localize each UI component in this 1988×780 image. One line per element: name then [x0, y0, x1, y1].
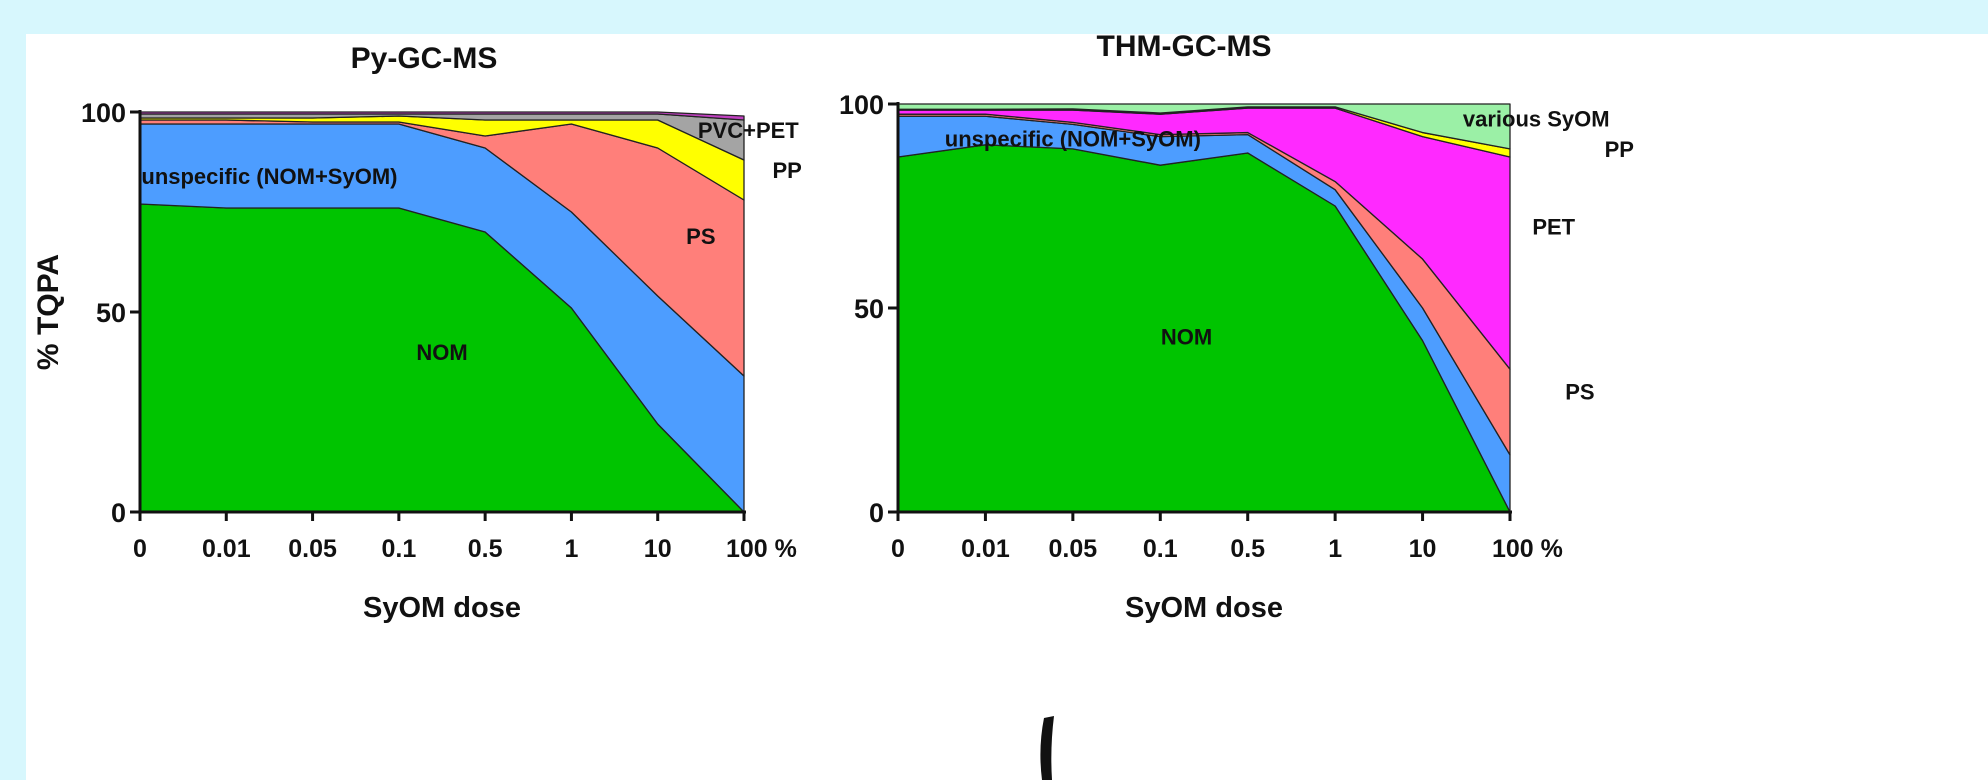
x-axis-label: SyOM dose [1125, 592, 1283, 624]
x-tick-label: 100 % [726, 535, 797, 563]
x-axis-label: SyOM dose [363, 592, 521, 624]
area-label-unspecific-nom-syom: unspecific (NOM+SyOM) [141, 164, 397, 189]
x-tick-label: 0.01 [961, 535, 1010, 563]
x-tick-label: 0.01 [202, 535, 251, 563]
area-label-pp: PP [772, 158, 801, 183]
y-tick-label: 0 [111, 498, 126, 528]
area-label-pet: PET [1532, 214, 1575, 239]
x-tick-label: 0.1 [1143, 535, 1178, 563]
x-tick-label: 0.1 [381, 535, 416, 563]
x-tick-label: 0.5 [1230, 535, 1265, 563]
chart-2: 0 50 100 0 0.01 0.05 0.1 0.5 1 10 100 % SyOM dose TH… [839, 30, 1634, 624]
area-label-nom: NOM [416, 340, 467, 365]
x-tick-label: 1 [1328, 535, 1342, 563]
x-tick-label: 100 % [1492, 535, 1563, 563]
x-tick-label: 10 [644, 535, 672, 563]
y-tick-label: 50 [96, 298, 126, 328]
area-various-syom [897, 103, 1511, 150]
y-tick-label: 50 [854, 294, 884, 324]
area-label-pvc-pet: PVC+PET [698, 118, 799, 143]
area-label-ps: PS [1565, 380, 1594, 405]
chart-title: Py-GC-MS [351, 42, 498, 75]
x-tick-label: 0.5 [468, 535, 503, 563]
chart-1: 0 50 100 0 0.01 0.05 0.1 0.5 1 10 100 % SyOM dose Py… [81, 42, 802, 624]
x-tick-label: 0 [891, 535, 905, 563]
area-label-nom: NOM [1161, 325, 1212, 350]
x-tick-label: 1 [564, 535, 578, 563]
x-tick-label: 0 [133, 535, 147, 563]
y-tick-label: 0 [869, 498, 884, 528]
area-label-various-syom: various SyOM [1463, 106, 1610, 131]
area-series-6 [139, 111, 745, 121]
x-tick-label: 0.05 [288, 535, 337, 563]
y-tick-label: 100 [81, 98, 126, 128]
y-axis-label: % TQPA [32, 254, 65, 370]
x-tick-label: 0.05 [1049, 535, 1098, 563]
y-tick-label: 100 [839, 90, 884, 120]
area-label-ps: PS [686, 224, 715, 249]
area-label-unspecific-nom-syom: unspecific (NOM+SyOM) [945, 127, 1201, 152]
area-label-pp: PP [1605, 137, 1634, 162]
x-tick-label: 10 [1409, 535, 1437, 563]
chart-title: THM-GC-MS [1097, 30, 1272, 63]
cursor-mark [1040, 716, 1054, 780]
